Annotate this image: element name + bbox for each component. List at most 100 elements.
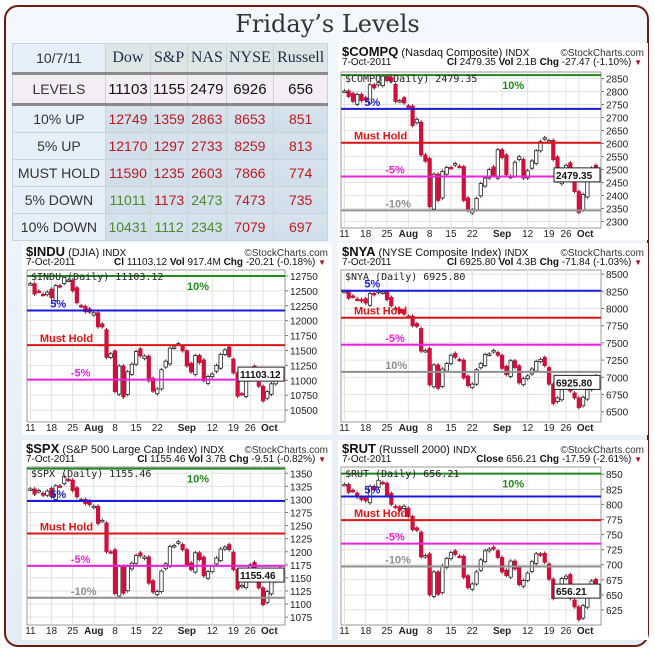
candle	[180, 543, 185, 551]
candle	[380, 481, 385, 485]
level-cell: 1155	[150, 72, 189, 106]
candle	[495, 550, 500, 558]
candle	[427, 348, 432, 386]
candle	[465, 375, 471, 386]
vol-value: 2.1B	[516, 57, 537, 68]
candle	[260, 587, 266, 605]
candle	[372, 292, 377, 296]
x-tick-label: 8	[112, 626, 118, 637]
candle	[100, 323, 105, 328]
level-label: Must Hold	[40, 521, 93, 533]
y-tick-label: 2800	[606, 88, 629, 99]
level-label: -5%	[71, 554, 91, 566]
level-value-cell: 12749	[104, 104, 152, 133]
y-tick-label: 2750	[606, 101, 629, 112]
chart-plot: 2300 2350 2400 2450 2500 2550 2600 2650 2700 2750…	[339, 71, 629, 240]
index-name: (DJIA)	[68, 247, 100, 259]
candle	[491, 546, 496, 550]
y-tick-label: 1275	[290, 509, 313, 520]
candle	[453, 352, 458, 358]
chg-value: -71.84 (-1.03%)	[561, 257, 632, 268]
level-label: Must Hold	[354, 306, 407, 318]
candle	[448, 354, 454, 364]
candle	[504, 154, 509, 176]
y-tick-label: 7500	[606, 339, 629, 350]
row-label: 10% UP	[12, 104, 106, 133]
candle	[231, 551, 236, 570]
table-row: MUST HOLD 11590 1235 2603 7866 774	[12, 159, 328, 187]
chg-label: Chg	[539, 57, 560, 68]
candle	[91, 312, 96, 316]
last-price-box	[237, 567, 285, 583]
level-label: 10%	[187, 474, 209, 486]
level-label: 10%	[502, 80, 524, 92]
candle	[512, 360, 518, 369]
x-tick-label: 18	[46, 423, 58, 434]
x-tick-label: 18	[360, 423, 372, 434]
vol-label: Vol	[498, 57, 514, 68]
candle	[414, 527, 419, 531]
chart-title-text: $RUT (Russell 2000) INDX	[342, 441, 477, 456]
x-tick-label: Aug	[399, 229, 418, 240]
candle	[457, 165, 462, 169]
table-row: 10% UP 12749 1359 2863 8653 851	[12, 104, 328, 133]
candle	[585, 179, 590, 198]
x-tick-label: 15	[131, 626, 143, 637]
chart-title-text: $NYA (NYSE Composite Index) INDX	[342, 244, 528, 259]
chart-title: $RUT (Russell 2000) INDX ©StockCharts.co…	[342, 441, 644, 456]
chart-plot: 625 650 675 700 725 750 775 800 825 850 11 18 25 Aug 8…	[339, 466, 623, 637]
close-label: Close	[476, 454, 504, 465]
candle	[470, 383, 475, 388]
candle	[184, 549, 189, 566]
x-tick-label: 8	[112, 423, 118, 434]
y-tick-label: 625	[606, 606, 623, 617]
index-name: (Nasdaq Composite)	[401, 47, 503, 59]
candle	[423, 350, 428, 353]
candle	[146, 556, 151, 584]
y-tick-label: 675	[606, 576, 623, 587]
candle	[100, 519, 105, 523]
x-tick-label: 19	[228, 626, 240, 637]
candle	[572, 392, 577, 399]
quote-values: Cl 1155.46 Vol 3.7B Chg -9.51 (-0.82%) ▼	[137, 454, 326, 465]
col-header: S&P	[150, 43, 189, 74]
table-row: 10% DOWN 10431 1112 2343 7079 697	[12, 213, 328, 241]
level-value-cell: 7079	[225, 213, 275, 241]
chart-title: $INDU (DJIA) INDX ©StockCharts.com	[26, 244, 328, 259]
candle	[521, 378, 526, 386]
legend-label: $RUT (Daily) 656.21	[345, 469, 459, 480]
candle	[363, 497, 368, 502]
level-value-cell: 11590	[104, 159, 152, 187]
quote-date: 7-Oct-2011	[342, 454, 392, 465]
candle	[401, 97, 407, 104]
last-price-label: 1155.46	[240, 571, 276, 582]
col-header: NAS	[187, 43, 227, 74]
legend-label: $INDU (Daily) 11103.12	[31, 272, 163, 283]
level-label: -5%	[71, 368, 91, 380]
level-value-cell: 11011	[104, 186, 152, 214]
level-label: 5%	[50, 489, 66, 501]
candle	[346, 290, 351, 299]
candle	[121, 365, 126, 398]
candle	[180, 346, 185, 352]
candle	[83, 305, 88, 313]
level-label: 5%	[364, 485, 380, 497]
x-tick-label: 25	[381, 423, 393, 434]
candle	[104, 329, 109, 358]
x-tick-label: Oct	[577, 626, 594, 637]
candle	[222, 546, 228, 550]
symbol: $NYA	[342, 244, 376, 259]
vol-label: Vol	[169, 257, 185, 268]
level-label: 5%	[50, 299, 66, 311]
candle	[436, 173, 441, 201]
row-label: LEVELS	[12, 72, 106, 106]
exchange: INDX	[200, 445, 225, 456]
x-tick-label: 11	[25, 626, 36, 637]
level-value-cell: 851	[273, 104, 328, 133]
chart-rut: $RUT (Russell 2000) INDX ©StockCharts.co…	[338, 440, 648, 640]
candle	[461, 166, 466, 201]
candle	[112, 549, 118, 595]
chart-indu: $INDU (DJIA) INDX ©StockCharts.com 7-Oct…	[22, 243, 332, 435]
level-label: 5%	[364, 97, 380, 109]
level-value-cell: 7866	[225, 159, 275, 187]
